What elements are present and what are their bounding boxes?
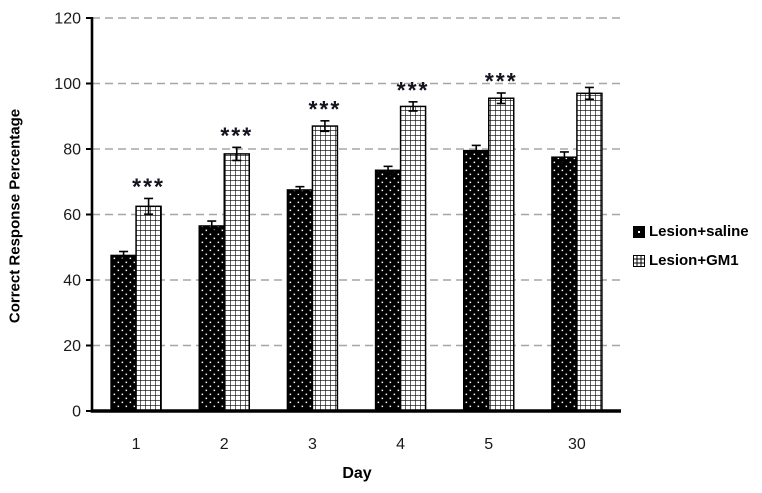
legend-item-lesion-gm1: Lesion+GM1 <box>633 251 749 270</box>
significance-label-day-2: *** <box>220 122 253 148</box>
significance-label-day-5: *** <box>485 68 518 94</box>
y-tick-label-80: 80 <box>63 142 81 159</box>
bar-grid-day-3 <box>311 125 339 412</box>
bar-dots-day-5 <box>463 149 490 412</box>
bar-grid-day-4 <box>399 105 427 412</box>
y-tick-label-100: 100 <box>54 76 81 93</box>
x-tick-label-2: 2 <box>220 436 229 453</box>
significance-label-day-3: *** <box>308 96 341 122</box>
x-tick-label-4: 4 <box>396 436 405 453</box>
y-axis-title: Correct Response Percentage <box>6 108 24 324</box>
bar-grid-day-5 <box>488 97 515 412</box>
bar-grid-day-1 <box>135 205 162 412</box>
legend-label-lesion-gm1: Lesion+GM1 <box>649 252 739 269</box>
y-tick-label-120: 120 <box>54 11 81 28</box>
legend: Lesion+saline Lesion+GM1 <box>633 222 749 270</box>
y-tick-label-60: 60 <box>63 207 81 224</box>
bar-dots-day-30 <box>551 156 578 412</box>
legend-marker-grid-icon <box>633 254 645 267</box>
legend-item-lesion-saline: Lesion+saline <box>633 222 749 241</box>
bar-dots-day-3 <box>286 189 314 412</box>
y-tick-label-40: 40 <box>63 273 81 290</box>
legend-label-lesion-saline: Lesion+saline <box>649 223 749 240</box>
x-tick-label-1: 1 <box>132 436 141 453</box>
significance-label-day-1: *** <box>132 173 165 199</box>
y-tick-label-20: 20 <box>63 338 81 355</box>
x-axis-title: Day <box>342 465 372 482</box>
significance-label-day-4: *** <box>397 77 430 103</box>
bar-grid-day-2 <box>223 153 250 412</box>
x-tick-label-3: 3 <box>308 436 317 453</box>
legend-marker-dots-icon <box>633 225 645 238</box>
x-tick-label-30: 30 <box>568 436 586 453</box>
bar-dots-day-2 <box>198 225 225 412</box>
bar-dots-day-1 <box>110 254 137 412</box>
y-tick-label-0: 0 <box>72 404 81 421</box>
x-tick-label-5: 5 <box>484 436 493 453</box>
bar-grid-day-30 <box>576 92 603 412</box>
bar-dots-day-4 <box>374 169 402 412</box>
